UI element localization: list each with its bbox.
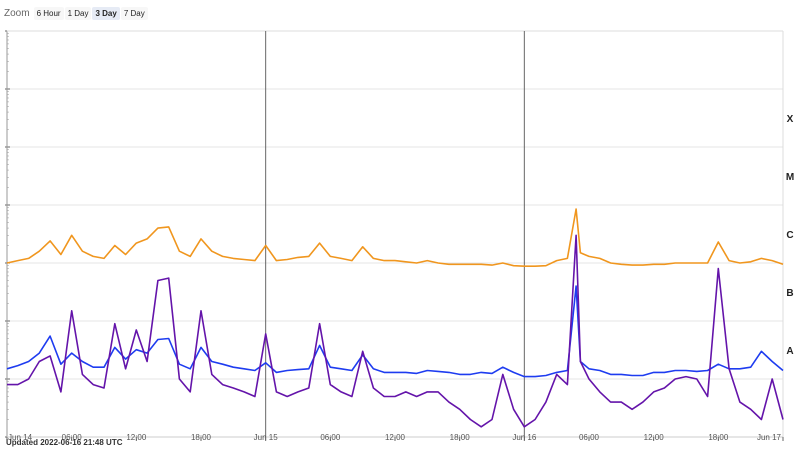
flare-class-label: M <box>786 172 794 183</box>
zoom-toolbar: Zoom 6 Hour 1 Day 3 Day 7 Day <box>4 5 149 21</box>
flare-class-label: A <box>786 346 793 357</box>
zoom-3-day-button[interactable]: 3 Day <box>92 6 120 20</box>
zoom-label: Zoom <box>4 7 30 19</box>
x-tick-label: Jun 14 <box>8 433 33 442</box>
updated-timestamp: Updated 2022-06-16 21:48 UTC <box>6 438 123 447</box>
x-tick-label: Jun 16 <box>512 433 537 442</box>
flare-class-label: C <box>786 230 793 241</box>
x-tick-label: Jun 17 <box>757 433 782 442</box>
x-tick-label: 18:00 <box>450 433 471 442</box>
x-tick-label: 06:00 <box>320 433 341 442</box>
x-tick-label: 18:00 <box>191 433 212 442</box>
x-tick-label: Jun 15 <box>254 433 279 442</box>
series-line-1 <box>6 285 784 378</box>
zoom-6-hour-button[interactable]: 6 Hour <box>33 6 64 20</box>
zoom-7-day-button[interactable]: 7 Day <box>120 6 148 20</box>
flare-class-label: B <box>786 288 793 299</box>
zoom-1-day-button[interactable]: 1 Day <box>64 6 92 20</box>
flare-class-label: X <box>787 114 794 125</box>
x-tick-label: 18:00 <box>708 433 729 442</box>
x-tick-label: 12:00 <box>644 433 665 442</box>
series-line-0 <box>6 208 784 268</box>
series-line-2 <box>7 234 784 428</box>
x-tick-label: 12:00 <box>385 433 406 442</box>
x-tick-label: 06:00 <box>579 433 600 442</box>
x-tick-label: 12:00 <box>126 433 147 442</box>
x-tick-label: 06:00 <box>62 433 83 442</box>
